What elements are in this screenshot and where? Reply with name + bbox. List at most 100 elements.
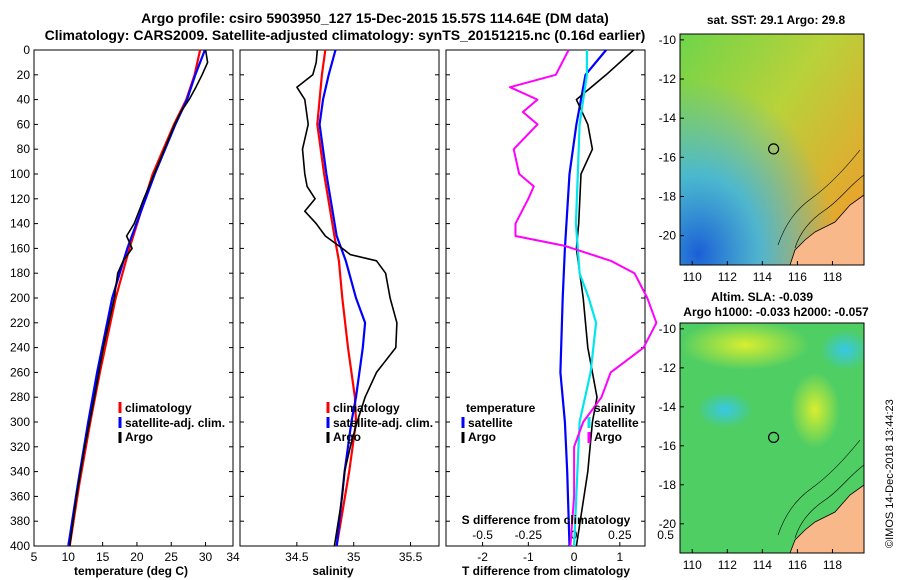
y-tick-label: 320: [10, 440, 30, 454]
lon-tick-label: 112: [718, 270, 737, 284]
y-tick-label: 200: [10, 291, 30, 305]
difference-panel: -2 -1 0 1 -0.5 -0.25 0 0.25 0.5 T difference fro…: [445, 49, 674, 578]
lat-tick-label: -10: [659, 33, 677, 47]
legend-T-satellite: satellite: [468, 416, 513, 430]
sla-high-anomaly: [790, 372, 840, 448]
lon-tick-label: 112: [718, 558, 737, 572]
salinity-xlabel: salinity: [312, 564, 354, 578]
x-tick-label: 35: [347, 550, 361, 564]
y-tick-label: 340: [10, 465, 30, 479]
difference-depth-ticks: [446, 49, 645, 547]
difference-legend-salinity: salinity satellite Argo: [587, 401, 639, 444]
legend-satellite: satellite-adj. clim.: [333, 416, 433, 430]
temperature-satellite-line: [67, 49, 206, 547]
sst-bathy-contour: [794, 174, 864, 249]
legend-title-salinity: salinity: [594, 401, 636, 415]
legend-title-temperature: temperature: [466, 401, 536, 415]
x-tick-label: 0: [571, 550, 578, 564]
s-tick-label: 0.5: [657, 528, 674, 542]
sla-bathy-contour: [794, 464, 864, 539]
lon-tick-label: 118: [823, 558, 842, 572]
sla-map-title-line1: Altim. SLA: -0.039: [711, 290, 813, 304]
s-tick-label: -0.5: [472, 528, 493, 542]
y-tick-label: 160: [10, 241, 30, 255]
sla-low-anomaly: [697, 392, 753, 428]
x-tick-label: 35.5: [399, 550, 423, 564]
x-tick-label: 25: [165, 550, 179, 564]
y-tick-label: 400: [10, 539, 30, 553]
salinity-satellite-line: [318, 49, 367, 547]
legend-climatology: climatology: [125, 401, 192, 415]
lat-tick-label: -18: [659, 478, 677, 492]
lon-tick-label: 116: [788, 270, 807, 284]
x-tick-label: -1: [523, 550, 534, 564]
depth-axis: 0 20 40 60 80 100 120 140 160 180 200 220 240 260 280 3…: [10, 43, 233, 553]
legend-argo: Argo: [125, 430, 153, 444]
sla-map-lat-axis: -10 -12 -14 -16 -18 -20: [659, 322, 684, 531]
legend-satellite: satellite-adj. clim.: [125, 416, 225, 430]
figure-title-line2: Climatology: CARS2009. Satellite-adjuste…: [45, 27, 646, 43]
legend-S-satellite: satellite: [594, 416, 639, 430]
lon-tick-label: 110: [683, 270, 702, 284]
difference-xlabel-S: S difference from climatology: [462, 513, 631, 527]
difference-x-axis: -2 -1 0 1-0.5 -0.25 0 0.25 0.5: [472, 528, 674, 564]
sst-bathy-contour: [777, 149, 861, 246]
legend-argo: Argo: [333, 430, 361, 444]
sla-map-frame: [679, 322, 865, 554]
y-tick-label: 20: [17, 68, 31, 82]
s-tick-label: 0.25: [608, 528, 632, 542]
salinity-x-axis: 34.5 35 35.5: [285, 542, 423, 564]
sst-map-lat-axis: -10 -12 -14 -16 -18 -20: [659, 33, 684, 243]
x-tick-label: -2: [477, 550, 488, 564]
T-diff-satellite-line: [559, 49, 607, 547]
salinity-depth-ticks: [240, 49, 439, 547]
lat-tick-label: -14: [659, 400, 677, 414]
x-tick-label: 34.5: [285, 550, 309, 564]
sst-map: sat. SST: 29.1 Argo: 29.8 110 112 114 116 11…: [659, 13, 865, 284]
y-tick-label: 60: [17, 117, 31, 131]
salinity-legend: climatology satellite-adj. clim. Argo: [326, 401, 433, 444]
y-tick-label: 140: [10, 217, 30, 231]
x-tick-label: 10: [62, 550, 76, 564]
s-tick-label: -0.25: [515, 528, 543, 542]
sla-bathy-contour: [777, 439, 861, 536]
difference-xlabel-T: T difference from climatology: [462, 564, 630, 578]
y-tick-label: 180: [10, 266, 30, 280]
sla-land: [789, 484, 864, 553]
difference-legend-temperature: temperature satellite Argo: [461, 401, 536, 444]
y-tick-label: 220: [10, 316, 30, 330]
sst-map-frame: [679, 33, 865, 266]
y-tick-label: 360: [10, 489, 30, 503]
argo-position-marker: [767, 143, 780, 155]
sst-land: [789, 194, 864, 265]
S-diff-argo-line: [509, 49, 658, 547]
lat-tick-label: -16: [659, 439, 677, 453]
y-tick-label: 280: [10, 390, 30, 404]
temperature-legend: climatology satellite-adj. clim. Argo: [118, 401, 225, 444]
lon-tick-label: 114: [753, 558, 772, 572]
x-tick-label: 15: [96, 550, 110, 564]
temperature-argo-line: [68, 49, 209, 547]
figure-title-line1: Argo profile: csiro 5903950_127 15-Dec-2…: [141, 10, 609, 26]
x-tick-label: 1: [616, 550, 623, 564]
salinity-argo-line: [296, 49, 398, 547]
x-tick-label: 20: [130, 550, 144, 564]
lat-tick-label: -12: [659, 72, 677, 86]
x-tick-label: 5: [31, 550, 38, 564]
S-diff-satellite-line: [573, 50, 598, 547]
temperature-lines: [67, 49, 209, 547]
imos-stamp: ©IMOS 14-Dec-2018 13:44:23: [884, 399, 896, 548]
lon-tick-label: 114: [753, 270, 772, 284]
salinity-panel: 34.5 35 35.5 salinity climatology satellit…: [239, 49, 440, 578]
difference-axes: [445, 49, 646, 547]
salinity-axes: [239, 49, 440, 547]
lat-tick-label: -20: [659, 229, 677, 243]
argo-position-marker: [767, 431, 780, 443]
lat-tick-label: -20: [659, 517, 677, 531]
lat-tick-label: -18: [659, 189, 677, 203]
y-tick-label: 380: [10, 514, 30, 528]
difference-lines: [509, 49, 658, 547]
lat-tick-label: -10: [659, 322, 677, 336]
temperature-axes: [33, 49, 234, 547]
